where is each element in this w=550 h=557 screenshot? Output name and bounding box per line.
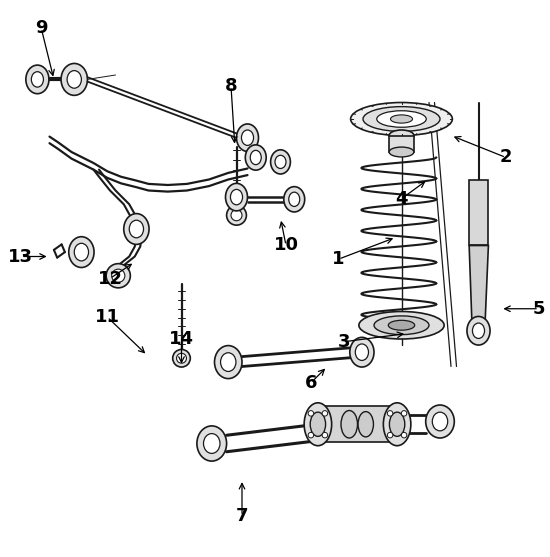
Ellipse shape <box>129 220 144 238</box>
Ellipse shape <box>236 124 258 152</box>
Ellipse shape <box>31 72 43 87</box>
Text: 12: 12 <box>97 270 123 287</box>
Text: 9: 9 <box>35 19 47 37</box>
Polygon shape <box>319 406 396 442</box>
Ellipse shape <box>310 412 326 436</box>
Ellipse shape <box>275 155 286 169</box>
Ellipse shape <box>271 150 290 174</box>
Ellipse shape <box>467 316 490 345</box>
Text: 14: 14 <box>169 330 194 348</box>
Ellipse shape <box>341 411 358 438</box>
Circle shape <box>402 411 407 416</box>
Ellipse shape <box>389 130 414 141</box>
Ellipse shape <box>389 147 414 157</box>
Ellipse shape <box>350 338 374 367</box>
Text: 3: 3 <box>338 333 350 351</box>
Ellipse shape <box>26 65 49 94</box>
Ellipse shape <box>363 106 440 131</box>
Circle shape <box>231 210 242 221</box>
Text: 6: 6 <box>305 374 317 392</box>
Ellipse shape <box>284 187 305 212</box>
Ellipse shape <box>389 412 405 436</box>
Text: 5: 5 <box>533 300 545 317</box>
Polygon shape <box>469 179 488 246</box>
Ellipse shape <box>124 213 149 245</box>
Ellipse shape <box>74 243 89 261</box>
Circle shape <box>308 411 314 416</box>
Ellipse shape <box>432 412 448 431</box>
Circle shape <box>387 432 393 438</box>
Circle shape <box>177 353 186 363</box>
Circle shape <box>308 432 314 438</box>
Ellipse shape <box>351 102 452 135</box>
Ellipse shape <box>61 63 87 95</box>
Polygon shape <box>469 246 488 323</box>
Ellipse shape <box>472 323 485 339</box>
Polygon shape <box>389 135 414 152</box>
Ellipse shape <box>197 426 227 461</box>
Ellipse shape <box>204 433 220 453</box>
Ellipse shape <box>390 115 412 123</box>
Ellipse shape <box>383 403 411 446</box>
Ellipse shape <box>304 403 332 446</box>
Ellipse shape <box>355 344 368 360</box>
Ellipse shape <box>388 320 415 330</box>
Ellipse shape <box>226 183 248 211</box>
Circle shape <box>322 432 328 438</box>
Circle shape <box>402 432 407 438</box>
Ellipse shape <box>374 316 429 335</box>
Text: 2: 2 <box>500 149 512 167</box>
Ellipse shape <box>358 412 373 437</box>
Ellipse shape <box>377 111 426 127</box>
Circle shape <box>112 269 125 282</box>
Text: 13: 13 <box>8 247 34 266</box>
Circle shape <box>322 411 328 416</box>
Ellipse shape <box>230 189 243 205</box>
Ellipse shape <box>289 192 300 207</box>
Text: 8: 8 <box>225 77 237 95</box>
Circle shape <box>387 411 393 416</box>
Circle shape <box>106 263 130 288</box>
Ellipse shape <box>250 150 261 165</box>
Text: 11: 11 <box>95 308 120 326</box>
Ellipse shape <box>241 130 254 145</box>
Text: 7: 7 <box>236 507 248 525</box>
Ellipse shape <box>69 237 94 267</box>
Ellipse shape <box>245 145 266 170</box>
Ellipse shape <box>67 71 81 88</box>
Ellipse shape <box>359 311 444 339</box>
Ellipse shape <box>214 345 242 379</box>
Text: 4: 4 <box>395 190 408 208</box>
Ellipse shape <box>221 353 236 372</box>
Circle shape <box>173 349 190 367</box>
Circle shape <box>227 206 246 225</box>
Ellipse shape <box>426 405 454 438</box>
Text: 10: 10 <box>273 237 299 255</box>
Text: 1: 1 <box>332 250 344 268</box>
